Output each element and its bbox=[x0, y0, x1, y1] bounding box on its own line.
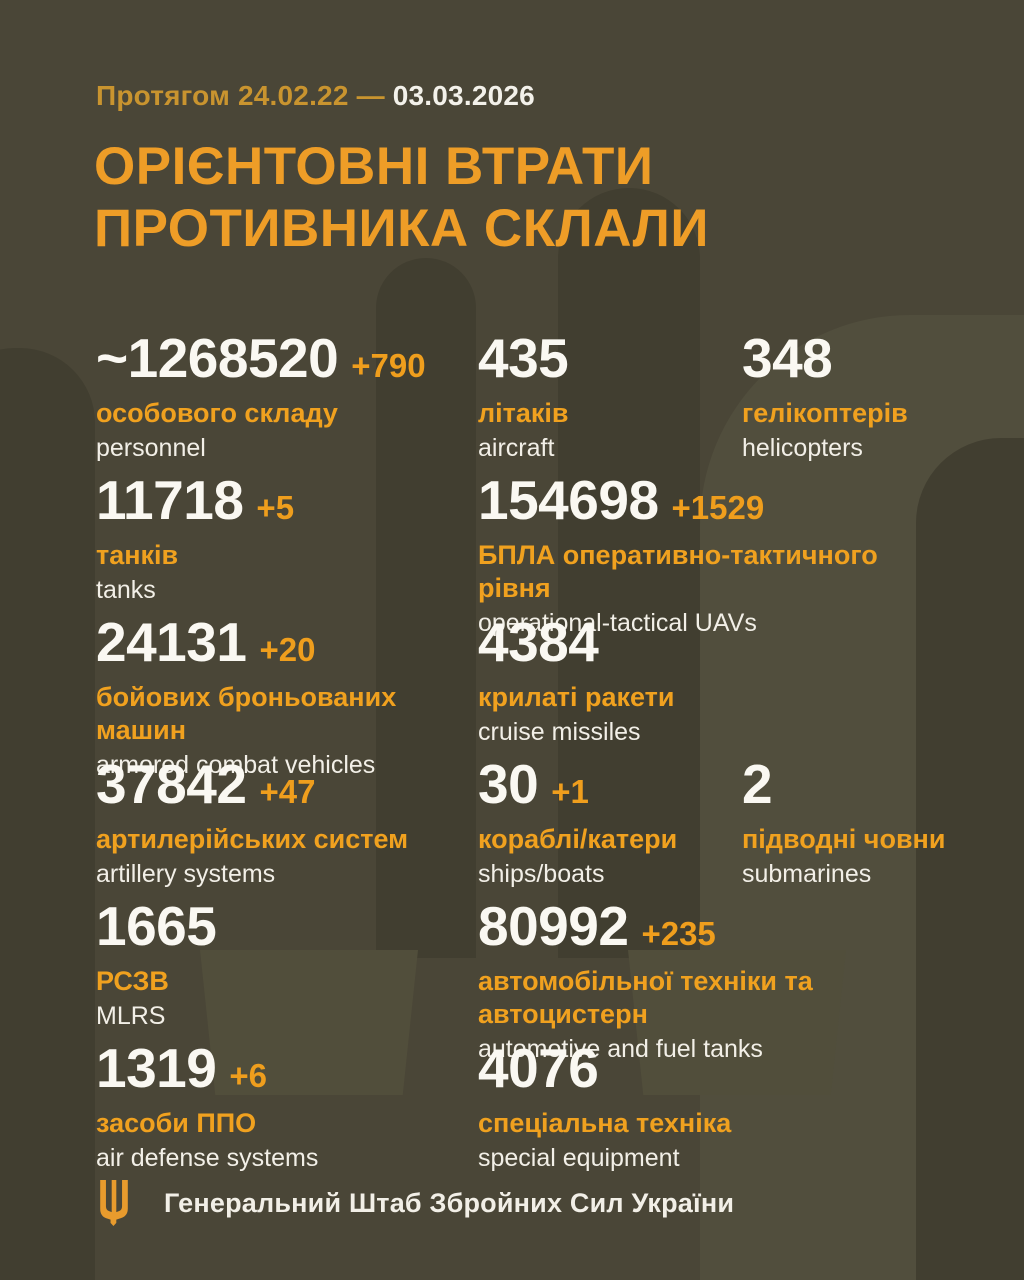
tryzub-trident-icon bbox=[100, 1180, 128, 1226]
watermark-arm-right bbox=[628, 950, 846, 1095]
stat-value: 2 bbox=[742, 753, 773, 815]
footer: Генеральний Штаб Збройних Сил України bbox=[98, 1180, 734, 1226]
stat-ships: 30 +1 кораблі/катери ships/boats bbox=[478, 753, 728, 889]
stat-value: 348 bbox=[742, 327, 833, 389]
stat-value: 37842 bbox=[96, 753, 247, 815]
stat-label-en: artillery systems bbox=[96, 859, 276, 888]
stat-label-uk: БПЛА оперативно-тактичного рівня bbox=[478, 539, 878, 603]
stat-label-en: ships/boats bbox=[478, 859, 605, 888]
stat-label-uk: гелікоптерів bbox=[742, 397, 908, 428]
stat-label-en: special equipment bbox=[478, 1143, 680, 1172]
stat-armored-vehicles: 24131 +20 бойових броньованих машин armor… bbox=[96, 611, 476, 780]
stat-delta: +47 bbox=[259, 773, 316, 810]
stat-special-equipment: 4076 спеціальна техніка special equipmen… bbox=[478, 1037, 828, 1173]
stat-label-uk: танків bbox=[96, 539, 179, 570]
stat-value: 80992 bbox=[478, 895, 629, 957]
stat-label-uk: РСЗВ bbox=[96, 965, 169, 996]
watermark-prong-middle bbox=[558, 188, 700, 958]
stat-value: ~1268520 bbox=[96, 327, 339, 389]
stat-value: 24131 bbox=[96, 611, 247, 673]
stat-value: 4384 bbox=[478, 611, 599, 673]
stat-value: 1665 bbox=[96, 895, 217, 957]
stat-submarines: 2 підводні човни submarines bbox=[742, 753, 1012, 889]
stat-cruise-missiles: 4384 крилаті ракети cruise missiles bbox=[478, 611, 778, 747]
stat-artillery: 37842 +47 артилерійських систем artillery… bbox=[96, 753, 476, 889]
stat-delta: +235 bbox=[641, 915, 716, 952]
stat-label-en: air defense systems bbox=[96, 1143, 319, 1172]
stat-label-en: MLRS bbox=[96, 1001, 166, 1030]
stat-label-en: armored combat vehicles bbox=[96, 750, 376, 779]
stat-delta: +1 bbox=[551, 773, 589, 810]
stat-label-en: automotive and fuel tanks bbox=[478, 1034, 763, 1063]
stat-value: 154698 bbox=[478, 469, 659, 531]
period-label: Протягом 24.02.22 — bbox=[96, 80, 385, 111]
stat-delta: +790 bbox=[351, 347, 426, 384]
stat-label-uk: засоби ППО bbox=[96, 1107, 257, 1138]
report-date: 03.03.2026 bbox=[392, 80, 535, 111]
stat-label-uk: бойових броньованих машин bbox=[96, 681, 397, 745]
stat-air-defense: 1319 +6 засоби ППО air defense systems bbox=[96, 1037, 456, 1173]
stat-label-uk: літаків bbox=[478, 397, 569, 428]
stat-label-en: personnel bbox=[96, 433, 206, 462]
stat-delta: +5 bbox=[256, 489, 295, 526]
report-period: Протягом 24.02.22 — 03.03.2026 bbox=[96, 80, 535, 112]
stat-label-en: tanks bbox=[96, 575, 156, 604]
stat-uavs: 154698 +1529 БПЛА оперативно-тактичного р… bbox=[478, 469, 948, 638]
watermark-left-column bbox=[0, 348, 95, 1280]
stat-vehicles-fuel: 80992 +235 автомобільної техніки та автоц… bbox=[478, 895, 958, 1064]
stat-value: 11718 bbox=[96, 469, 244, 531]
stat-label-en: operational-tactical UAVs bbox=[478, 608, 757, 637]
stat-label-uk: артилерійських систем bbox=[96, 823, 409, 854]
stat-label-uk: автомобільної техніки та автоцистерн bbox=[478, 965, 813, 1029]
stat-label-uk: підводні човни bbox=[742, 823, 946, 854]
stat-label-uk: спеціальна техніка bbox=[478, 1107, 732, 1138]
stat-delta: +6 bbox=[229, 1057, 267, 1094]
stat-mlrs: 1665 РСЗВ MLRS bbox=[96, 895, 396, 1031]
stat-label-en: submarines bbox=[742, 859, 872, 888]
stat-value: 435 bbox=[478, 327, 569, 389]
stat-delta: +20 bbox=[259, 631, 316, 668]
stat-helicopters: 348 гелікоптерів helicopters bbox=[742, 327, 1012, 463]
stat-label-uk: кораблі/катери bbox=[478, 823, 678, 854]
stat-value: 1319 bbox=[96, 1037, 217, 1099]
stat-label-uk: особового складу bbox=[96, 397, 338, 428]
stat-label-en: cruise missiles bbox=[478, 717, 641, 746]
title-line-1: ОРІЄНТОВНІ ВТРАТИ bbox=[94, 137, 654, 196]
stat-aircraft: 435 літаків aircraft bbox=[478, 327, 728, 463]
watermark-arm-left bbox=[200, 950, 418, 1095]
stat-value: 4076 bbox=[478, 1037, 599, 1099]
stat-tanks: 11718 +5 танків tanks bbox=[96, 469, 456, 605]
stat-value: 30 bbox=[478, 753, 539, 815]
organization-name: Генеральний Штаб Збройних Сил України bbox=[164, 1187, 735, 1218]
stat-delta: +1529 bbox=[671, 489, 765, 526]
title-line-2: ПРОТИВНИКА СКЛАЛИ bbox=[94, 199, 709, 258]
stat-label-en: aircraft bbox=[478, 433, 555, 462]
page-title: ОРІЄНТОВНІ ВТРАТИ ПРОТИВНИКА СКЛАЛИ bbox=[94, 136, 854, 260]
watermark-prong-left bbox=[376, 258, 476, 958]
stat-personnel: ~1268520 +790 особового складу personnel bbox=[96, 327, 476, 463]
stat-label-en: helicopters bbox=[742, 433, 863, 462]
watermark-prong-right bbox=[916, 438, 1024, 1280]
stat-label-uk: крилаті ракети bbox=[478, 681, 675, 712]
